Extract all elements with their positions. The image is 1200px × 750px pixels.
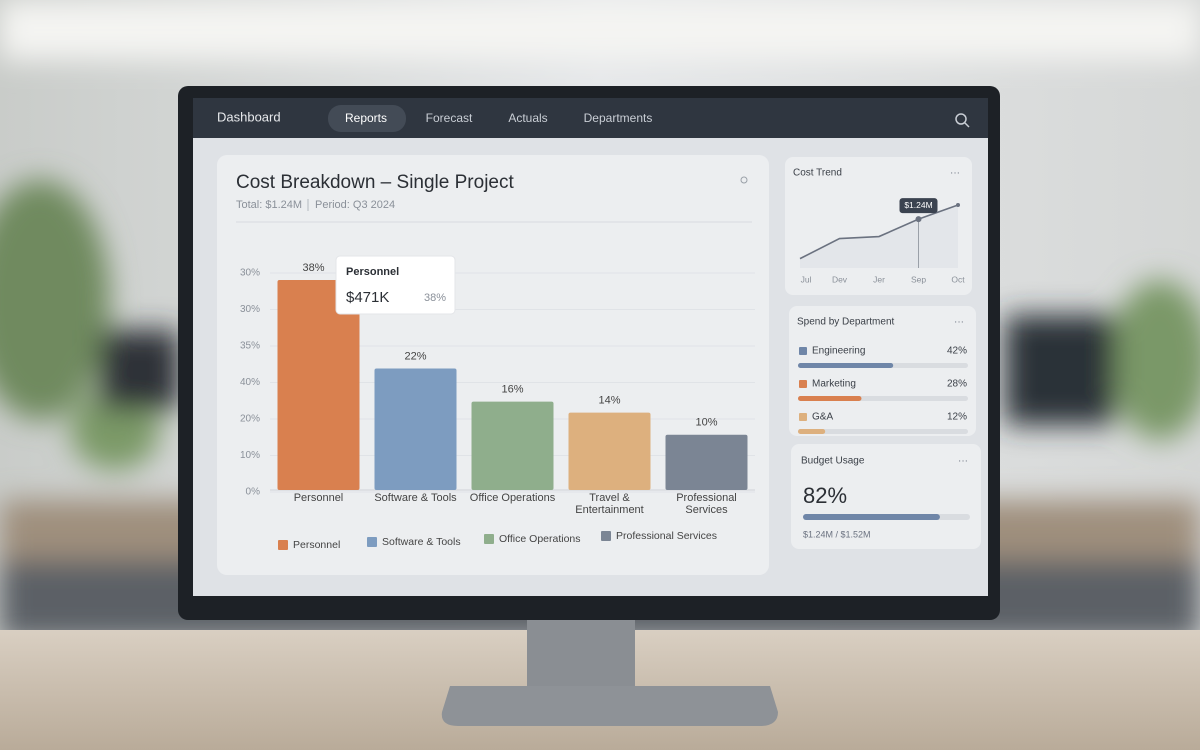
card-title: Spend by Department [797,317,895,328]
nav-tab[interactable]: Departments [584,111,653,125]
legend-swatch [799,380,807,388]
menu[interactable]: ··· [954,317,964,328]
y-axis-label: 30% [240,304,260,315]
legend-swatch [278,540,288,550]
tooltip [335,255,456,315]
y-axis-label: 40% [240,377,260,388]
legend-swatch [601,531,611,541]
period: Period: Q3 2024 [315,199,395,211]
x-tick-label: Professional Services [676,492,737,516]
value-label: 22% [404,350,426,362]
y-axis-label: 10% [240,450,260,461]
bar [798,396,862,401]
x-tick-label: Travel & Entertainment [575,492,644,516]
nav-brand[interactable]: Dashboard [217,109,281,124]
tooltip-label: Personnel [346,266,399,278]
budget-detail: $1.24M / $1.52M [803,529,871,539]
legend-swatch [799,347,807,355]
total: Total: $1.24M [236,199,302,211]
x-tick-label: Software & Tools [374,492,457,504]
legend-label: Personnel [293,539,340,551]
legend-label: Professional Services [616,530,717,542]
legend-swatch [484,534,494,544]
value-label: 10% [695,417,717,429]
row-value: 42% [947,346,967,357]
budget-card [791,444,981,549]
search-icon[interactable] [955,113,970,128]
row-label: Marketing [812,379,856,390]
x-tick-label: Jer [873,274,885,284]
bar [803,514,940,520]
bar [568,412,651,490]
bar [374,368,457,490]
value-label: 14% [598,395,620,407]
y-axis-label: 20% [240,414,260,425]
y-axis-label: 35% [240,341,260,352]
x-tick-label: Oct [951,274,965,284]
y-axis-label: 0% [246,487,261,498]
bar [798,429,826,434]
x-tick-label: Personnel [293,492,344,504]
x-tick-label: Jul [801,274,812,284]
budget-percent: 82% [803,483,847,508]
department-card [789,306,976,436]
legend-label: Software & Tools [382,536,461,548]
hover-tag [899,198,938,214]
x-tick-label: Office Operations [469,492,556,504]
x-tick-label: Sep [911,274,926,284]
hover-tag-label: $1.24M [904,200,932,210]
menu[interactable]: ··· [958,456,968,467]
card-icon[interactable] [740,176,748,184]
y-axis-label: 30% [240,268,260,279]
row-label: G&A [812,412,833,423]
point [956,203,960,208]
value-label: 16% [501,384,523,396]
legend-swatch [799,413,807,421]
nav-tab[interactable]: Forecast [426,111,473,125]
bar [665,434,748,490]
legend-swatch [367,537,377,547]
bar-track [798,429,968,434]
card-title: Cost Breakdown – Single Project [236,172,514,193]
bar [471,401,554,490]
x-tick-label: Dev [832,274,848,284]
nav-active-pill [328,105,406,132]
value-label: 38% [302,262,324,274]
monitor-base [441,686,778,726]
row-value: 12% [947,412,967,423]
card-title: Budget Usage [801,456,865,467]
point [915,216,922,223]
legend-label: Office Operations [499,533,581,545]
nav-tab[interactable]: Reports [345,111,387,125]
nav-bar [193,98,988,138]
row-value: 28% [947,379,967,390]
row-label: Engineering [812,346,865,357]
tooltip-amount: $471K [346,289,389,306]
tooltip-share: 38% [424,292,446,304]
bar [798,363,894,368]
bar [277,280,360,490]
trend-line [799,204,959,260]
card-title: Cost Trend [793,168,842,179]
nav-tab[interactable]: Actuals [508,111,547,125]
menu[interactable]: ··· [950,168,960,179]
